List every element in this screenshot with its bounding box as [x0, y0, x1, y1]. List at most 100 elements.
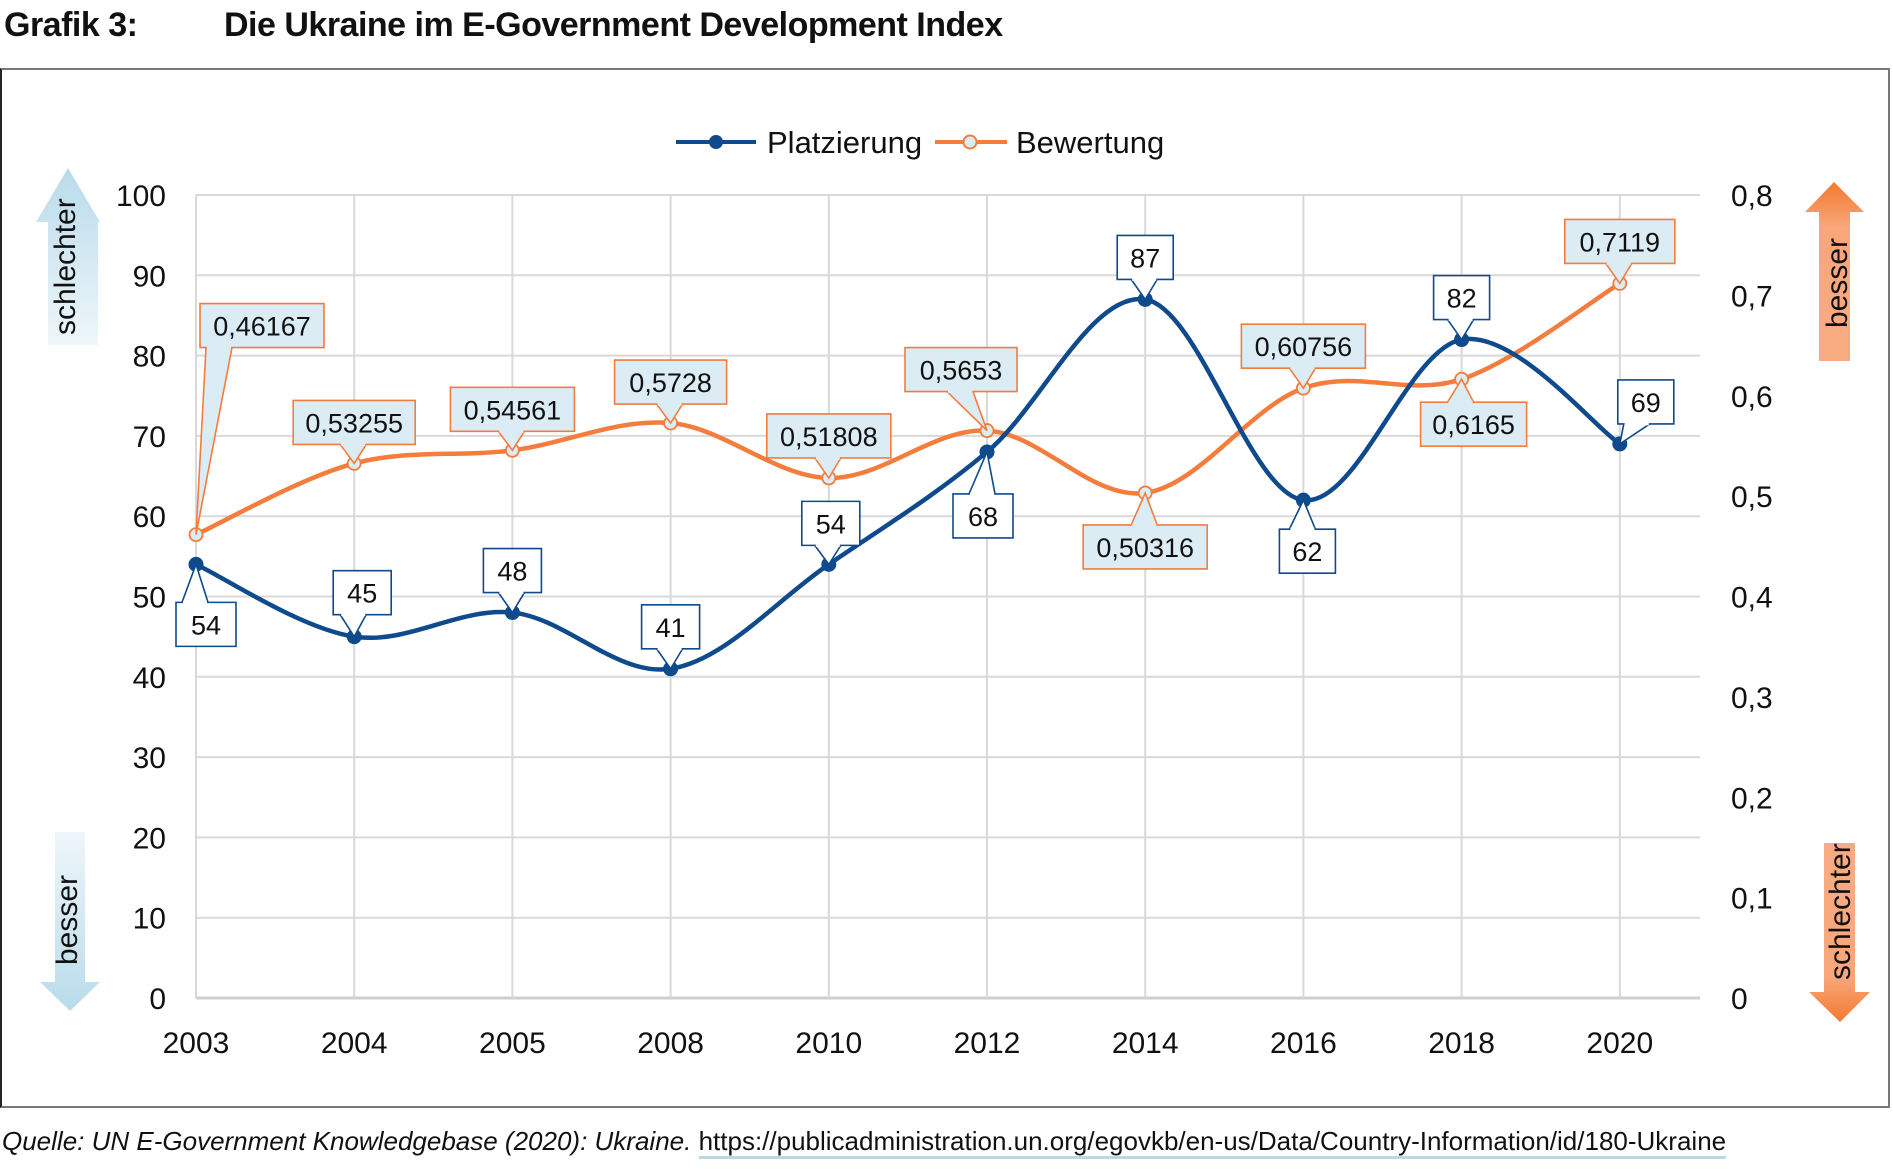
label-text: 0,50316 — [1096, 533, 1194, 563]
right-tick-label: 0,4 — [1731, 582, 1773, 615]
right-tick-label: 0,5 — [1731, 481, 1773, 514]
right-tick-label: 0 — [1731, 983, 1748, 1016]
legend: Platzierung Bewertung — [676, 125, 1164, 160]
label-box — [1432, 274, 1491, 321]
data-label-platzierung: 45 — [332, 569, 392, 639]
x-tick-label: 2008 — [637, 1027, 704, 1060]
right-top-arrow-label: besser — [1821, 238, 1854, 328]
data-label-platzierung: 69 — [1617, 379, 1675, 446]
label-box — [332, 569, 392, 616]
label-pointer — [1288, 367, 1317, 390]
data-label-bewertung: 0,5728 — [613, 359, 728, 425]
source-link[interactable]: https://publicadministration.un.org/egov… — [698, 1126, 1727, 1159]
left-tick-label: 80 — [133, 341, 166, 374]
label-pointer — [339, 614, 367, 639]
label-pointer — [1446, 319, 1475, 342]
left-tick-label: 40 — [133, 662, 166, 695]
source-note: Quelle: UN E-Government Knowledgebase (2… — [2, 1126, 1727, 1159]
label-pointer — [946, 391, 988, 432]
x-tick-label: 2003 — [163, 1027, 230, 1060]
left-tick-label: 100 — [116, 180, 166, 213]
label-pointer — [1446, 377, 1475, 403]
x-tick-label: 2004 — [321, 1027, 388, 1060]
label-box — [1419, 401, 1528, 447]
data-label-platzierung: 68 — [952, 449, 1014, 539]
label-box — [1278, 528, 1337, 574]
label-text: 87 — [1130, 243, 1160, 273]
left-bottom-arrow: besser — [40, 832, 100, 1011]
data-label-platzierung: 41 — [640, 603, 701, 671]
data-label-bewertung: 0,46167 — [195, 302, 325, 535]
data-label-bewertung: 0,54561 — [449, 386, 576, 452]
data-label-bewertung: 0,51808 — [766, 413, 892, 480]
legend-item-bewertung[interactable]: Bewertung — [935, 125, 1164, 160]
label-pointer — [814, 457, 842, 480]
line-platzierung — [195, 297, 1622, 672]
label-box — [904, 346, 1018, 393]
label-box — [199, 302, 325, 349]
arrow-down-icon — [40, 832, 100, 1011]
data-label-bewertung: 0,53255 — [292, 399, 416, 465]
right-tick-label: 0,6 — [1731, 381, 1773, 414]
right-tick-label: 0,7 — [1731, 280, 1773, 313]
left-tick-label: 20 — [133, 822, 166, 855]
line-bewertung — [195, 281, 1621, 537]
label-box — [175, 601, 237, 648]
arrow-up-icon — [36, 168, 100, 345]
right-tick-label: 0,2 — [1731, 782, 1773, 815]
label-box — [449, 386, 576, 433]
data-label-platzierung: 87 — [1116, 234, 1174, 301]
label-box — [1116, 234, 1174, 281]
data-label-bewertung: 0,7119 — [1564, 218, 1676, 285]
label-pointer — [655, 648, 684, 671]
right-bottom-arrow: schlechter — [1809, 843, 1870, 1022]
label-box — [1564, 218, 1676, 265]
legend-item-platzierung[interactable]: Platzierung — [676, 125, 922, 160]
left-axis: 0 10 20 30 40 50 60 70 80 90 100 — [116, 180, 166, 1016]
x-tick-label: 2010 — [795, 1027, 862, 1060]
label-text: 68 — [968, 502, 998, 532]
label-box — [801, 500, 861, 547]
left-tick-label: 10 — [133, 903, 166, 936]
right-bottom-arrow-label: schlechter — [1824, 843, 1857, 980]
left-tick-label: 60 — [133, 501, 166, 534]
right-tick-label: 0,1 — [1731, 883, 1773, 916]
chart-frame — [0, 68, 1890, 1108]
label-pointer — [1130, 490, 1158, 526]
label-pointer — [655, 403, 684, 425]
label-pointer — [195, 347, 233, 535]
label-text: 0,51808 — [780, 422, 878, 452]
label-text: 0,6165 — [1432, 410, 1515, 440]
label-box — [482, 547, 543, 594]
label-text: 0,46167 — [213, 312, 311, 342]
right-top-arrow: besser — [1805, 182, 1864, 361]
label-text: 54 — [816, 509, 846, 539]
label-text: 0,60756 — [1255, 332, 1353, 362]
x-tick-label: 2020 — [1586, 1027, 1653, 1060]
grid — [195, 194, 1700, 1000]
legend-label-bewertung: Bewertung — [1016, 125, 1164, 160]
label-pointer — [181, 561, 209, 603]
label-text: 0,5653 — [920, 356, 1003, 386]
label-text: 82 — [1447, 284, 1477, 314]
right-tick-label: 0,8 — [1731, 180, 1773, 213]
label-text: 62 — [1292, 537, 1322, 567]
series-lines — [195, 281, 1622, 672]
left-tick-label: 30 — [133, 742, 166, 775]
chart-title: Die Ukraine im E-Government Development … — [224, 6, 1003, 44]
x-tick-label: 2005 — [479, 1027, 546, 1060]
label-text: 0,5728 — [629, 368, 712, 398]
label-box — [1240, 323, 1367, 369]
label-text: 69 — [1631, 388, 1661, 418]
data-label-platzierung: 54 — [801, 500, 861, 566]
label-text: 0,7119 — [1580, 227, 1661, 257]
label-text: 48 — [497, 557, 527, 587]
label-text: 45 — [347, 579, 377, 609]
label-box — [292, 399, 416, 446]
left-top-arrow-label: schlechter — [49, 198, 82, 335]
label-pointer — [1130, 278, 1158, 301]
data-labels: 0,46167 0,53255 0,54561 0,5728 0,51808 0,5653… — [175, 218, 1676, 671]
left-tick-label: 0 — [149, 983, 166, 1016]
left-top-arrow: schlechter — [36, 168, 100, 345]
